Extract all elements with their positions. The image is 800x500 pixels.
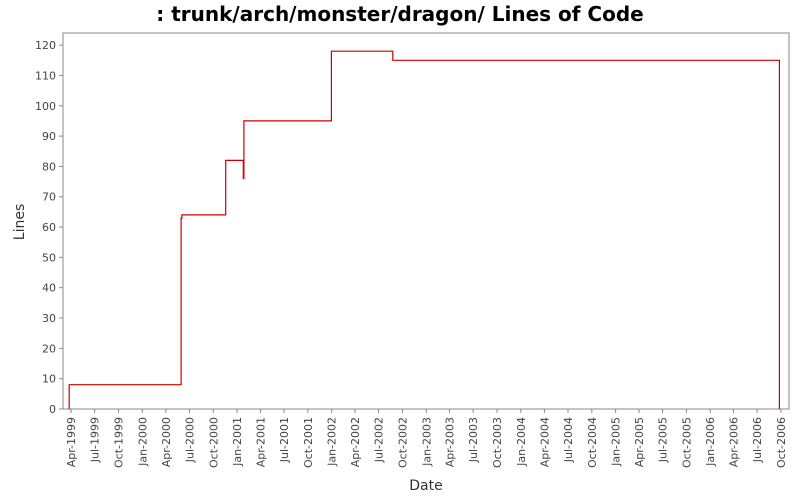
x-tick-label: Apr-2001 <box>254 417 267 467</box>
y-tick-label: 120 <box>35 39 56 52</box>
x-tick-label: Jul-2001 <box>278 417 291 463</box>
x-tick-label: Apr-2002 <box>349 417 362 467</box>
y-tick-label: 50 <box>42 251 56 264</box>
x-tick-label: Apr-1999 <box>65 417 78 467</box>
x-axis-label: Date <box>409 478 442 494</box>
x-axis: Apr-1999 Jul-1999 Oct-1999 Jan-2000 Apr-2000… <box>65 409 788 468</box>
y-tick-label: 110 <box>35 69 56 82</box>
x-tick-label: Jul-2000 <box>183 417 196 463</box>
x-tick-label: Jan-2006 <box>704 417 717 467</box>
x-tick-label: Jul-2003 <box>467 417 480 463</box>
x-tick-label: Jul-2006 <box>751 417 764 463</box>
x-tick-label: Jul-2002 <box>373 417 386 463</box>
x-tick-label: Oct-1999 <box>112 417 125 468</box>
x-tick-label: Oct-2002 <box>396 417 409 468</box>
y-tick-label: 20 <box>42 342 56 355</box>
y-tick-label: 90 <box>42 130 56 143</box>
x-tick-label: Jan-2004 <box>515 417 528 467</box>
x-tick-label: Apr-2000 <box>160 417 173 467</box>
x-tick-label: Jul-2005 <box>657 417 670 463</box>
x-tick-label: Jan-2000 <box>136 417 149 467</box>
x-tick-label: Jan-2005 <box>610 417 623 467</box>
x-tick-label: Apr-2006 <box>728 417 741 467</box>
chart-title: : trunk/arch/monster/dragon/ Lines of Co… <box>156 2 644 26</box>
x-tick-label: Oct-2006 <box>775 417 788 468</box>
y-tick-label: 10 <box>42 373 56 386</box>
x-tick-label: Oct-2005 <box>680 417 693 468</box>
plot-area <box>62 32 790 410</box>
x-tick-label: Oct-2000 <box>207 417 220 468</box>
x-tick-label: Jul-1999 <box>89 417 102 463</box>
y-tick-label: 60 <box>42 221 56 234</box>
y-axis: 0 10 20 30 40 50 60 70 80 90 100 110 120 <box>35 39 63 416</box>
x-tick-label: Jan-2002 <box>326 417 339 467</box>
y-axis-label: Lines <box>12 204 28 240</box>
y-tick-label: 80 <box>42 160 56 173</box>
x-tick-label: Oct-2003 <box>491 417 504 468</box>
y-tick-label: 0 <box>49 403 56 416</box>
x-tick-label: Apr-2004 <box>538 417 551 467</box>
series-line <box>68 50 780 409</box>
x-tick-label: Apr-2005 <box>633 417 646 467</box>
x-tick-label: Oct-2004 <box>586 417 599 468</box>
x-tick-label: Apr-2003 <box>444 417 457 467</box>
y-tick-label: 100 <box>35 100 56 113</box>
y-tick-label: 40 <box>42 282 56 295</box>
x-tick-label: Jul-2004 <box>562 417 575 463</box>
x-tick-label: Jan-2001 <box>231 417 244 467</box>
series-layer <box>68 50 780 409</box>
x-tick-label: Oct-2001 <box>302 417 315 468</box>
x-tick-label: Jan-2003 <box>420 417 433 467</box>
y-tick-label: 70 <box>42 191 56 204</box>
y-tick-label: 30 <box>42 312 56 325</box>
